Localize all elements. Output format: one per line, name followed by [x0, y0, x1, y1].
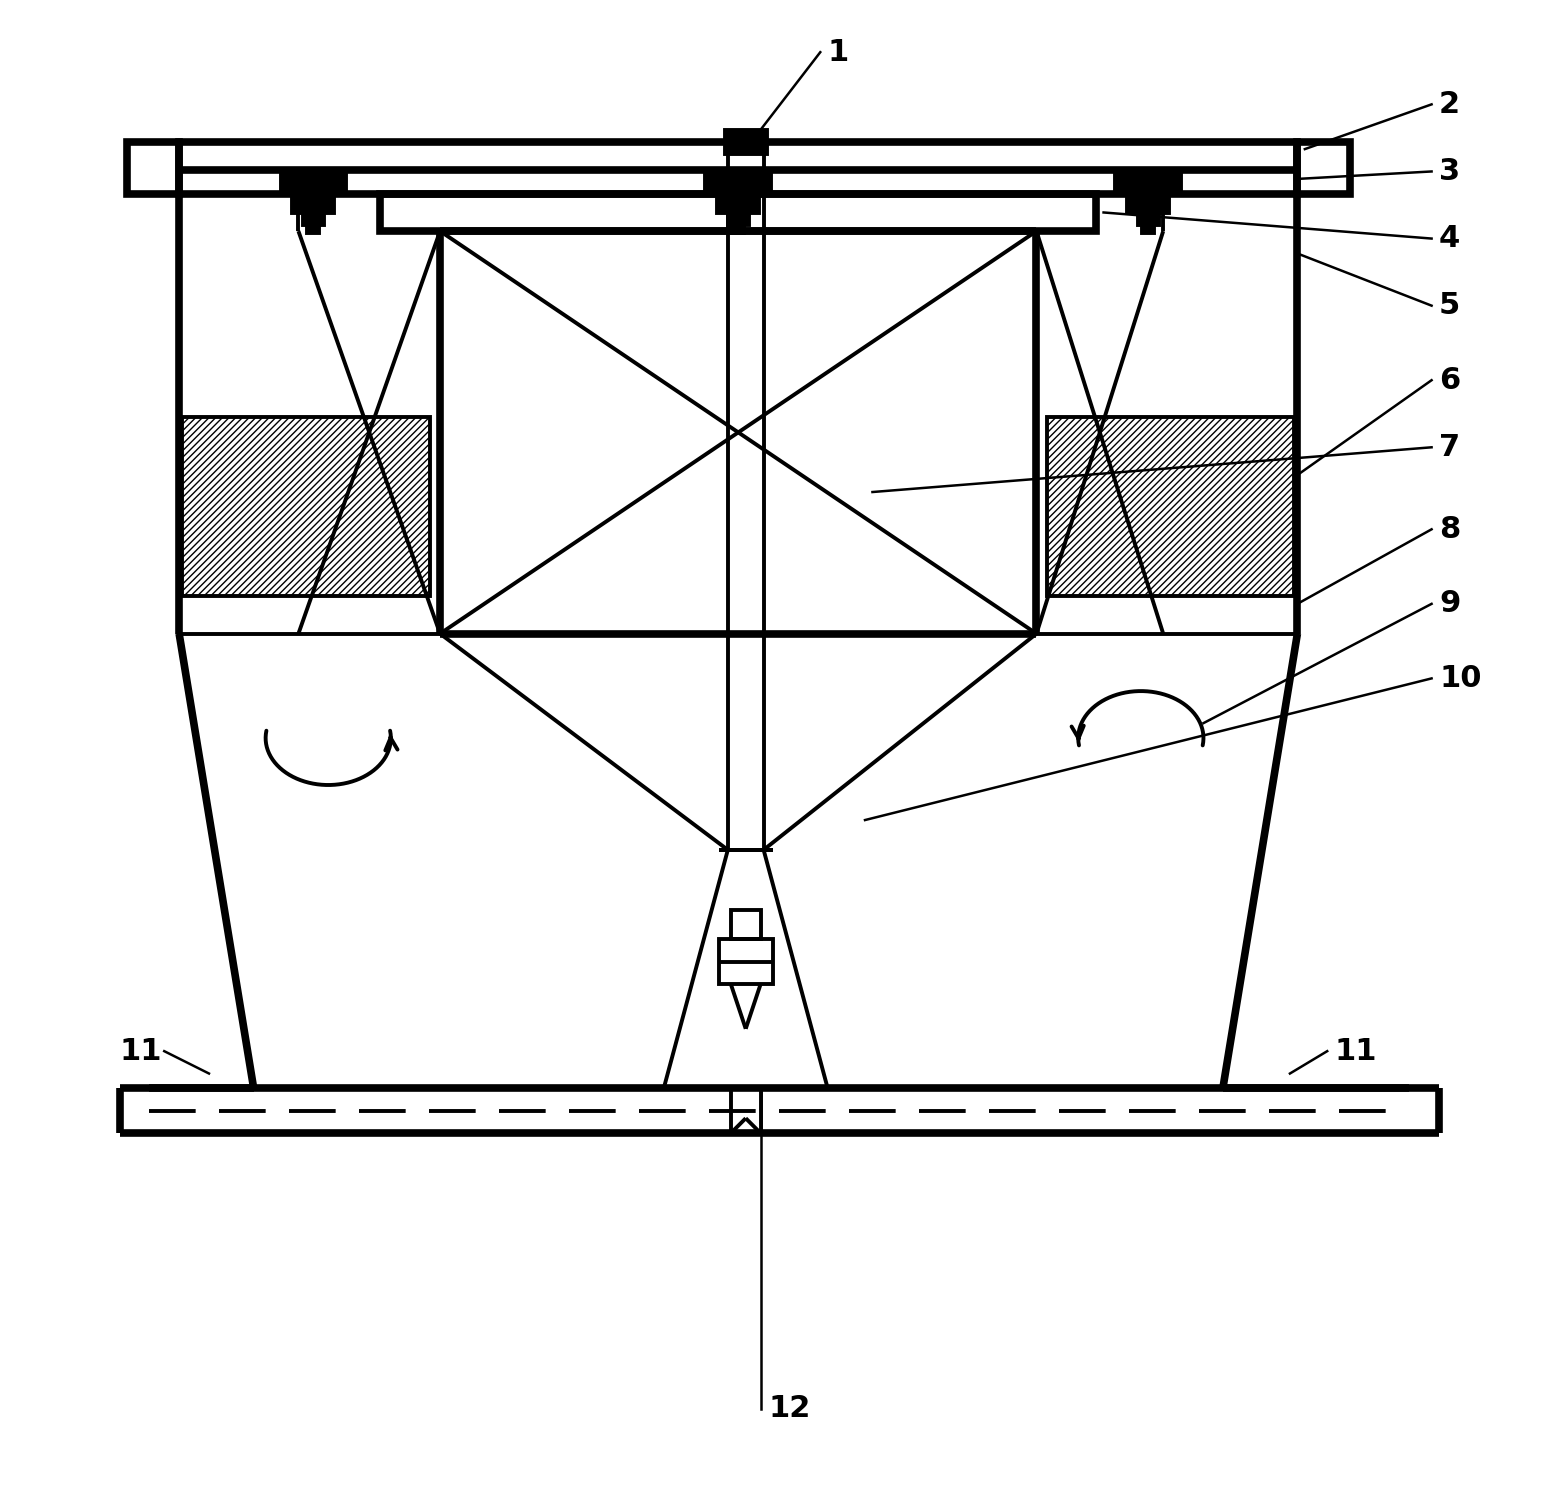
Text: 1: 1 [828, 37, 849, 67]
Bar [717, 195, 760, 213]
Bar [728, 213, 749, 225]
Bar [1115, 174, 1181, 195]
Bar [307, 227, 319, 234]
Text: 3: 3 [1439, 157, 1460, 186]
Bar [179, 142, 1297, 194]
Text: 2: 2 [1439, 89, 1460, 119]
Bar [719, 939, 772, 984]
Bar [1142, 227, 1154, 234]
Text: 5: 5 [1439, 291, 1460, 321]
Bar [1297, 142, 1350, 194]
Text: 9: 9 [1439, 589, 1461, 619]
Text: 11: 11 [119, 1036, 161, 1066]
Bar [127, 142, 179, 194]
Bar [280, 174, 346, 195]
Bar [1048, 417, 1295, 596]
Text: 11: 11 [1334, 1036, 1377, 1066]
Text: 8: 8 [1439, 514, 1460, 544]
Bar [1128, 195, 1170, 213]
Bar [733, 227, 744, 234]
Text: 4: 4 [1439, 224, 1460, 253]
Bar [293, 195, 334, 213]
Text: 6: 6 [1439, 365, 1460, 395]
Bar [731, 910, 761, 939]
Bar [302, 213, 324, 225]
Text: 12: 12 [767, 1394, 811, 1424]
Bar [705, 174, 770, 195]
Bar [381, 194, 1096, 231]
Text: 7: 7 [1439, 432, 1460, 462]
Bar [1138, 213, 1159, 225]
Text: 10: 10 [1439, 663, 1481, 693]
Bar [182, 417, 429, 596]
Bar [725, 130, 767, 154]
